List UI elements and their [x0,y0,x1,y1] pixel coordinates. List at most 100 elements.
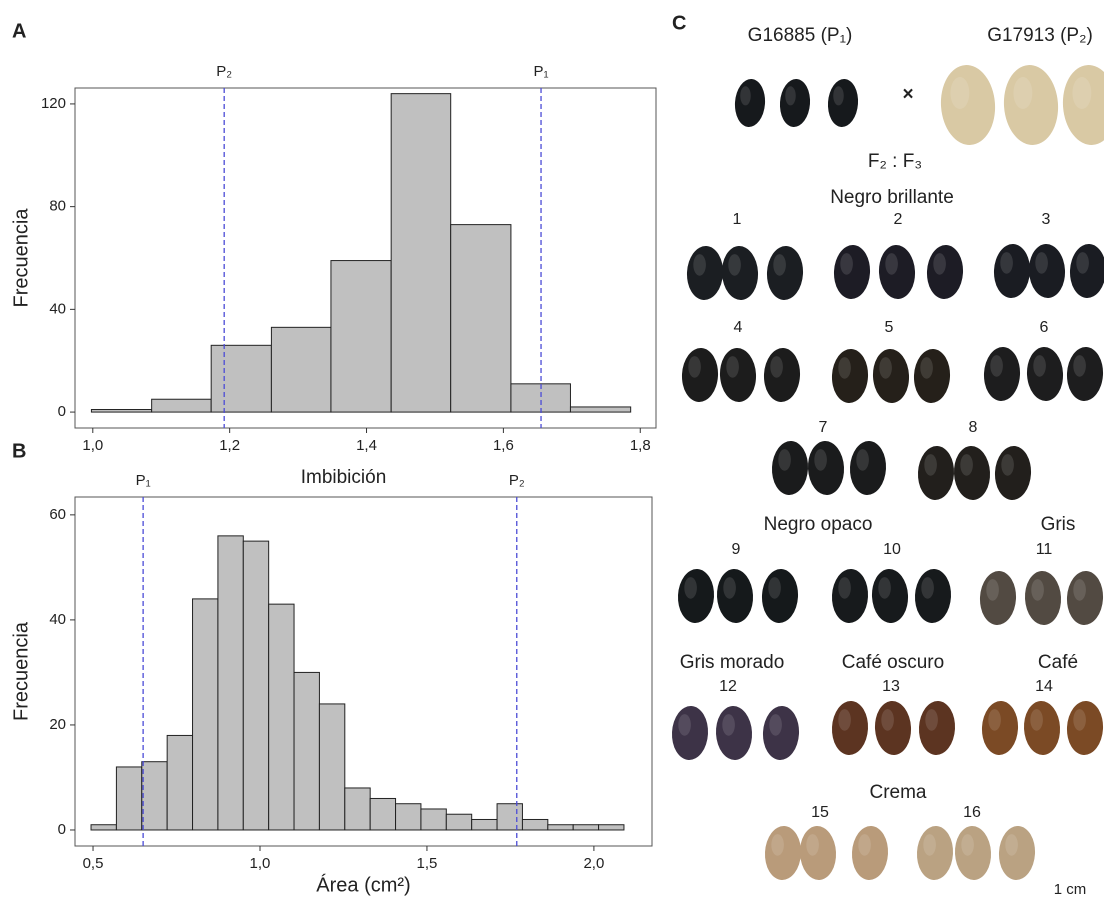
seed-highlight [838,357,851,379]
plot-frame [74,87,657,429]
bar [90,824,117,831]
bar [90,409,153,413]
seed-highlight [1030,709,1043,731]
seed-highlight [858,834,871,856]
y-tick-label: 20 [49,716,66,733]
generation-label: F₂ : F₃ [868,151,922,172]
seed-highlight [921,577,934,599]
seed-highlight [920,357,933,379]
seed-highlight [925,709,938,731]
y-axis-title: Frecuencia [10,621,32,721]
seed [761,569,799,623]
line-number: 6 [1040,319,1049,336]
line-number: 1 [733,211,742,228]
seed [715,706,753,760]
seed-highlight [988,709,1001,731]
seed [827,79,859,127]
line-number: 12 [719,678,737,695]
chart-title: Imbibición [301,467,387,488]
bar [445,813,473,831]
plot-frame [74,496,653,847]
seed-highlight [722,714,735,736]
seed-highlight [778,449,791,471]
bar [115,766,143,831]
seed [851,826,889,880]
seed [1066,347,1104,401]
line-number: 14 [1035,678,1053,695]
seed [872,349,910,403]
reference-label: P₂ [216,63,232,80]
seed-highlight [1031,579,1044,601]
seed-highlight [769,714,782,736]
line-number: 9 [732,541,741,558]
seed [917,446,955,500]
seed [764,826,802,880]
seed-highlight [1076,252,1089,274]
parent-label: G17913 (P₂) [987,25,1093,46]
line-number: 2 [894,211,903,228]
seed-highlight [838,577,851,599]
seed-highlight [728,254,741,276]
x-tick-label: 1,6 [493,437,514,454]
seed [831,569,869,623]
bar [192,598,219,831]
seed [677,569,715,623]
y-tick-label: 40 [49,300,66,317]
seed-highlight [740,86,751,106]
seed-highlight [768,577,781,599]
line-number: 8 [969,419,978,436]
line-number: 13 [882,678,900,695]
seed [953,446,991,500]
bar [330,260,392,413]
seed [1028,244,1066,298]
x-tick-label: 1,2 [219,437,240,454]
seed-highlight [693,254,706,276]
seed [779,79,811,127]
x-axis-title: Área (cm²) [316,873,410,896]
seed-highlight [924,454,937,476]
bar [450,224,512,413]
reference-label: P₁ [533,63,548,80]
bar [547,824,574,831]
seed [916,826,954,880]
seed-highlight [1000,252,1013,274]
seed-highlight [785,86,796,106]
seed-highlight [856,449,869,471]
x-tick-label: 0,5 [83,855,104,872]
seed [681,348,719,402]
bar [598,824,625,831]
seed [833,245,871,299]
line-number: 11 [1036,541,1053,558]
x-tick-label: 1,4 [356,437,377,454]
seed [983,347,1021,401]
seed-highlight [1033,355,1046,377]
bar [390,93,452,413]
bar [420,808,447,831]
seed-highlight [885,253,898,275]
y-axis-title: Frecuencia [10,208,32,308]
group-name: Gris morado [680,652,785,673]
seed-highlight [723,577,736,599]
bar [369,797,397,831]
x-tick-label: 2,0 [583,855,604,872]
line-number: 5 [885,319,894,336]
bar [268,603,295,831]
seed-highlight [678,714,691,736]
reference-label: P₁ [136,472,151,489]
group-name: Gris [1041,514,1076,535]
seed [719,348,757,402]
bar [572,824,600,831]
seed-highlight [1001,454,1014,476]
bar [344,787,371,831]
seed-highlight [1073,355,1086,377]
bar [242,540,270,831]
seed [1023,701,1061,755]
bar [293,671,320,831]
seed-highlight [773,254,786,276]
seed [721,246,759,300]
y-tick-label: 120 [41,95,66,112]
line-number: 3 [1042,211,1051,228]
seed [994,446,1032,500]
line-number: 7 [819,419,828,436]
